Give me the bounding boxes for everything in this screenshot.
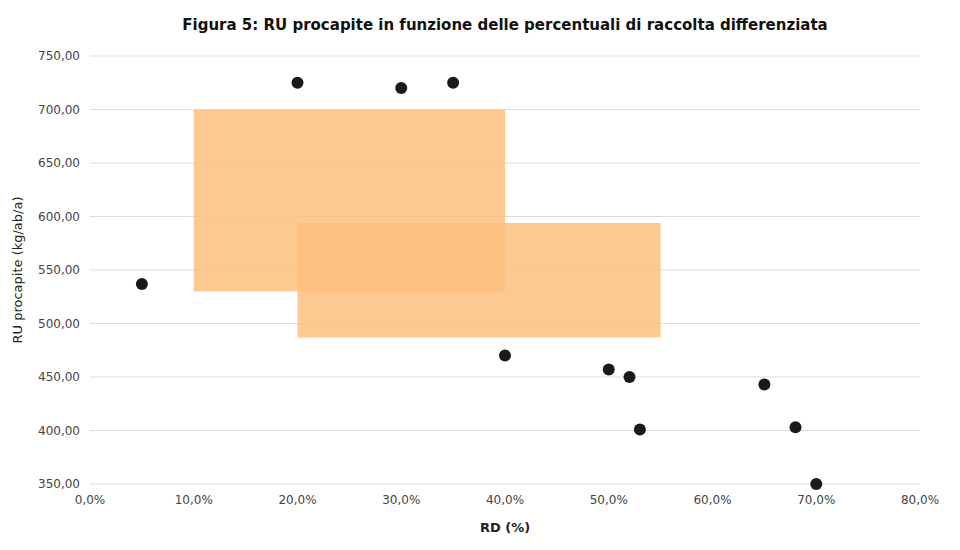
scatter-point	[603, 364, 615, 376]
scatter-point	[395, 82, 407, 94]
x-tick-label: 20,0%	[278, 493, 316, 507]
x-tick-label: 80,0%	[901, 493, 939, 507]
scatter-point	[758, 378, 770, 390]
x-tick-label: 10,0%	[175, 493, 213, 507]
scatter-point	[499, 350, 511, 362]
chart-title: Figura 5: RU procapite in funzione delle…	[182, 16, 827, 34]
x-tick-label: 50,0%	[590, 493, 628, 507]
x-tick-label: 30,0%	[382, 493, 420, 507]
y-tick-label: 700,00	[38, 103, 80, 117]
chart-container: 0,0% 10,0% 20,0% 30,0% 40,0% 50,0% 60,0% 70,0% 8…	[0, 0, 960, 550]
x-tick-label: 70,0%	[797, 493, 835, 507]
y-tick-label: 550,00	[38, 263, 80, 277]
chart-svg: 0,0% 10,0% 20,0% 30,0% 40,0% 50,0% 60,0% 70,0% 8…	[0, 0, 960, 550]
y-tick-label: 450,00	[38, 370, 80, 384]
y-tick-label: 500,00	[38, 317, 80, 331]
scatter-point	[292, 77, 304, 89]
scatter-point	[634, 423, 646, 435]
grid	[90, 56, 920, 484]
y-tick-label: 650,00	[38, 156, 80, 170]
y-tick-label: 400,00	[38, 424, 80, 438]
x-axis-label: RD (%)	[480, 520, 530, 535]
y-tick-label: 350,00	[38, 477, 80, 491]
scatter-point	[136, 278, 148, 290]
scatter-point	[447, 77, 459, 89]
x-tick-label: 60,0%	[693, 493, 731, 507]
grid-line	[90, 484, 920, 485]
grid-line	[90, 56, 920, 57]
x-tick-label: 0,0%	[75, 493, 106, 507]
region	[298, 223, 661, 337]
scatter-point	[810, 478, 822, 490]
y-tick-label: 600,00	[38, 210, 80, 224]
grid-line	[90, 377, 920, 378]
y-axis-label: RU procapite (kg/ab/a)	[10, 196, 25, 343]
points	[136, 77, 822, 490]
axes: 0,0% 10,0% 20,0% 30,0% 40,0% 50,0% 60,0% 70,0% 8…	[38, 49, 939, 507]
regions	[194, 110, 661, 338]
scatter-point	[624, 371, 636, 383]
y-tick-label: 750,00	[38, 49, 80, 63]
x-tick-label: 40,0%	[486, 493, 524, 507]
scatter-point	[790, 421, 802, 433]
